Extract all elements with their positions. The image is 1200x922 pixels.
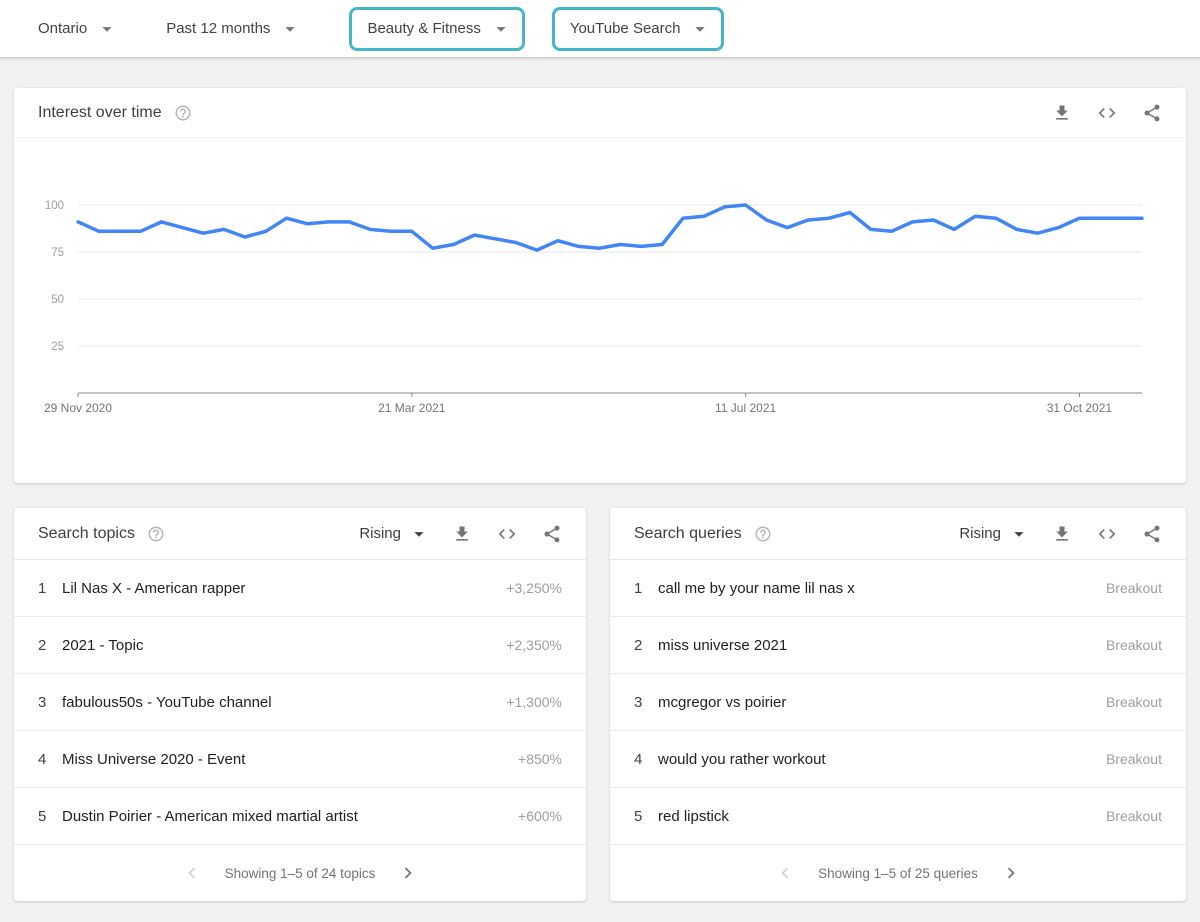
queries-pagination: Showing 1–5 of 25 queries bbox=[610, 845, 1186, 901]
row-value: Breakout bbox=[1105, 694, 1162, 710]
list-item: 5 Dustin Poirier - American mixed martia… bbox=[14, 788, 586, 845]
topics-card-header: Search topics Rising bbox=[14, 508, 586, 560]
row-rank: 1 bbox=[38, 579, 47, 597]
page-title: Interest over time bbox=[38, 103, 162, 121]
row-rank: 4 bbox=[38, 750, 47, 768]
search-topics-card: Search topics Rising 1 Lil Nas X - Ameri… bbox=[14, 508, 586, 901]
row-label[interactable]: call me by your name lil nas x bbox=[658, 579, 855, 597]
row-rank: 2 bbox=[634, 636, 643, 654]
help-icon[interactable] bbox=[147, 525, 165, 543]
row-value: +2,350% bbox=[506, 637, 562, 653]
svg-text:29 Nov 2020: 29 Nov 2020 bbox=[44, 401, 112, 415]
chevron-left-icon[interactable] bbox=[774, 862, 796, 884]
queries-list: 1 call me by your name lil nas x Breakou… bbox=[610, 560, 1186, 845]
list-item: 4 Miss Universe 2020 - Event +850% bbox=[14, 731, 586, 788]
filter-time-range[interactable]: Past 12 months bbox=[166, 18, 301, 40]
dropdown-caret-icon bbox=[279, 18, 301, 40]
row-label[interactable]: fabulous50s - YouTube channel bbox=[62, 693, 272, 711]
row-rank: 3 bbox=[634, 693, 643, 711]
share-icon[interactable] bbox=[542, 524, 562, 544]
dropdown-caret-icon bbox=[490, 18, 512, 40]
row-rank: 5 bbox=[38, 807, 47, 825]
row-value: +600% bbox=[518, 808, 562, 824]
queries-sort-dropdown[interactable]: Rising bbox=[959, 523, 1030, 545]
filter-search-type-label: YouTube Search bbox=[569, 20, 681, 37]
filter-category-label: Beauty & Fitness bbox=[367, 20, 481, 37]
svg-text:31 Oct 2021: 31 Oct 2021 bbox=[1047, 401, 1113, 415]
row-value: Breakout bbox=[1105, 808, 1162, 824]
svg-text:25: 25 bbox=[51, 341, 64, 353]
topics-sort-dropdown[interactable]: Rising bbox=[359, 523, 430, 545]
share-icon[interactable] bbox=[1142, 103, 1162, 123]
search-queries-card: Search queries Rising 1 call me by your … bbox=[610, 508, 1186, 901]
row-rank: 3 bbox=[38, 693, 47, 711]
chevron-right-icon[interactable] bbox=[397, 862, 419, 884]
list-item: 4 would you rather workout Breakout bbox=[610, 731, 1186, 788]
interest-line-chart[interactable]: 25 50 75 100 29 Nov 2020 21 Mar 2021 11 Jul 20… bbox=[14, 138, 1186, 483]
row-label[interactable]: Dustin Poirier - American mixed martial … bbox=[62, 807, 358, 825]
filter-time-range-label: Past 12 months bbox=[166, 20, 271, 37]
help-icon[interactable] bbox=[754, 525, 772, 543]
row-value: +850% bbox=[518, 751, 562, 767]
download-icon[interactable] bbox=[1052, 524, 1072, 544]
download-icon[interactable] bbox=[452, 524, 472, 544]
row-label[interactable]: 2021 - Topic bbox=[62, 636, 144, 654]
chevron-left-icon[interactable] bbox=[181, 862, 203, 884]
row-rank: 5 bbox=[634, 807, 643, 825]
share-icon[interactable] bbox=[1142, 524, 1162, 544]
filter-search-type[interactable]: YouTube Search bbox=[551, 6, 725, 51]
row-value: Breakout bbox=[1105, 580, 1162, 596]
svg-text:100: 100 bbox=[45, 200, 64, 212]
filter-category[interactable]: Beauty & Fitness bbox=[349, 6, 525, 51]
dropdown-caret-icon bbox=[689, 18, 711, 40]
filter-bar: Ontario Past 12 months Beauty & Fitness … bbox=[0, 0, 1200, 58]
embed-icon[interactable] bbox=[1097, 103, 1117, 123]
list-item: 1 call me by your name lil nas x Breakou… bbox=[610, 560, 1186, 617]
row-value: +1,300% bbox=[506, 694, 562, 710]
row-label[interactable]: red lipstick bbox=[658, 807, 729, 825]
row-value: Breakout bbox=[1105, 637, 1162, 653]
list-item: 3 fabulous50s - YouTube channel +1,300% bbox=[14, 674, 586, 731]
svg-text:50: 50 bbox=[51, 294, 64, 306]
topics-pagination: Showing 1–5 of 24 topics bbox=[14, 845, 586, 901]
row-value: +3,250% bbox=[506, 580, 562, 596]
pagination-status: Showing 1–5 of 25 queries bbox=[818, 865, 978, 881]
queries-card-header: Search queries Rising bbox=[610, 508, 1186, 560]
svg-text:75: 75 bbox=[51, 247, 64, 259]
row-label[interactable]: Lil Nas X - American rapper bbox=[62, 579, 246, 597]
filter-region[interactable]: Ontario bbox=[38, 18, 118, 40]
list-item: 5 red lipstick Breakout bbox=[610, 788, 1186, 845]
svg-text:11 Jul 2021: 11 Jul 2021 bbox=[715, 401, 776, 415]
sort-label: Rising bbox=[359, 525, 401, 542]
chevron-right-icon[interactable] bbox=[1000, 862, 1022, 884]
list-item: 2 miss universe 2021 Breakout bbox=[610, 617, 1186, 674]
dropdown-caret-icon bbox=[408, 523, 430, 545]
embed-icon[interactable] bbox=[1097, 524, 1117, 544]
interest-card-header: Interest over time bbox=[14, 88, 1186, 138]
row-label[interactable]: would you rather workout bbox=[658, 750, 826, 768]
list-item: 1 Lil Nas X - American rapper +3,250% bbox=[14, 560, 586, 617]
card-title: Search queries bbox=[634, 524, 742, 542]
dropdown-caret-icon bbox=[96, 18, 118, 40]
row-rank: 2 bbox=[38, 636, 47, 654]
row-label[interactable]: Miss Universe 2020 - Event bbox=[62, 750, 246, 768]
download-icon[interactable] bbox=[1052, 103, 1072, 123]
interest-over-time-card: Interest over time 25 50 75 100 29 Nov 2020 2… bbox=[14, 88, 1186, 483]
row-value: Breakout bbox=[1105, 751, 1162, 767]
row-rank: 4 bbox=[634, 750, 643, 768]
card-title: Search topics bbox=[38, 524, 135, 542]
list-item: 3 mcgregor vs poirier Breakout bbox=[610, 674, 1186, 731]
svg-text:21 Mar 2021: 21 Mar 2021 bbox=[378, 401, 446, 415]
row-label[interactable]: mcgregor vs poirier bbox=[658, 693, 787, 711]
filter-region-label: Ontario bbox=[38, 20, 88, 37]
topics-list: 1 Lil Nas X - American rapper +3,250% 2 … bbox=[14, 560, 586, 845]
dropdown-caret-icon bbox=[1008, 523, 1030, 545]
embed-icon[interactable] bbox=[497, 524, 517, 544]
list-item: 2 2021 - Topic +2,350% bbox=[14, 617, 586, 674]
help-icon[interactable] bbox=[174, 104, 192, 122]
row-label[interactable]: miss universe 2021 bbox=[658, 636, 788, 654]
pagination-status: Showing 1–5 of 24 topics bbox=[224, 865, 376, 881]
row-rank: 1 bbox=[634, 579, 643, 597]
sort-label: Rising bbox=[959, 525, 1001, 542]
